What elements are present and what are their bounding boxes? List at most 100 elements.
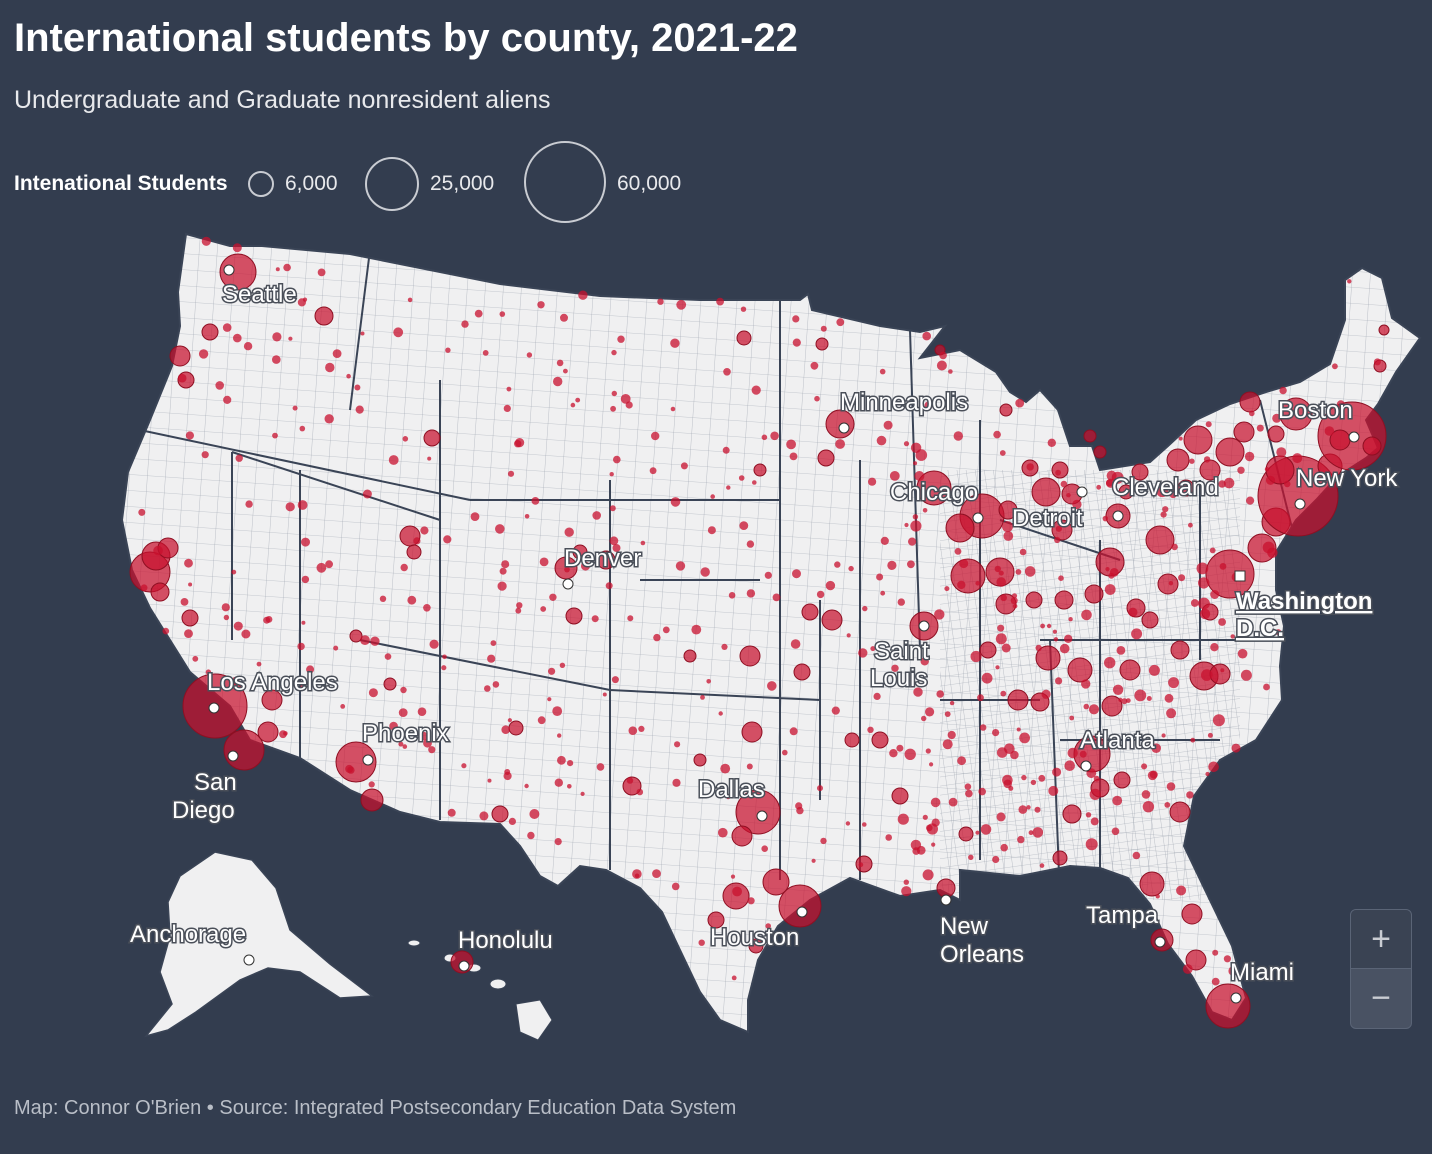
county-bubble[interactable] (1119, 659, 1141, 681)
county-bubble[interactable] (716, 297, 724, 306)
county-bubble[interactable] (1051, 461, 1069, 479)
county-bubble[interactable] (524, 783, 529, 789)
county-bubble[interactable] (613, 455, 621, 464)
county-bubble[interactable] (1069, 715, 1075, 721)
county-bubble[interactable] (998, 570, 1004, 576)
county-bubble[interactable] (1189, 458, 1195, 464)
county-bubble[interactable] (817, 785, 823, 792)
county-bubble[interactable] (1347, 279, 1352, 284)
county-bubble[interactable] (1018, 805, 1028, 814)
county-bubble[interactable] (1054, 590, 1074, 610)
county-bubble[interactable] (793, 663, 811, 681)
county-bubble[interactable] (998, 500, 1018, 520)
county-bubble[interactable] (1079, 750, 1087, 758)
county-bubble[interactable] (1121, 698, 1128, 705)
county-bubble[interactable] (233, 333, 242, 343)
county-bubble[interactable] (907, 560, 915, 569)
county-bubble[interactable] (393, 327, 404, 338)
county-bubble[interactable] (1054, 536, 1061, 544)
county-bubble[interactable] (427, 456, 432, 461)
county-bubble[interactable] (915, 449, 928, 461)
county-bubble[interactable] (503, 771, 512, 781)
county-bubble[interactable] (557, 755, 566, 765)
county-bubble[interactable] (223, 729, 265, 771)
county-bubble[interactable] (936, 878, 956, 898)
county-bubble[interactable] (1166, 448, 1190, 472)
county-bubble[interactable] (675, 561, 686, 571)
county-bubble[interactable] (1157, 573, 1179, 595)
county-bubble[interactable] (814, 395, 820, 402)
county-bubble[interactable] (516, 602, 523, 609)
county-bubble[interactable] (508, 720, 524, 736)
county-bubble[interactable] (1209, 547, 1216, 554)
county-bubble[interactable] (150, 582, 170, 602)
county-bubble[interactable] (1081, 679, 1091, 689)
county-bubble[interactable] (1168, 677, 1180, 689)
county-bubble[interactable] (676, 299, 687, 310)
county-bubble[interactable] (720, 763, 731, 774)
county-bubble[interactable] (1064, 760, 1075, 771)
county-bubble[interactable] (407, 595, 417, 605)
county-bubble[interactable] (710, 494, 715, 499)
county-bubble[interactable] (231, 676, 240, 685)
county-bubble[interactable] (922, 869, 934, 881)
county-bubble[interactable] (487, 778, 492, 783)
county-bubble[interactable] (1105, 567, 1110, 572)
county-bubble[interactable] (1139, 871, 1165, 897)
county-bubble[interactable] (1240, 669, 1252, 681)
county-bubble[interactable] (501, 560, 510, 569)
county-bubble[interactable] (1066, 493, 1071, 498)
county-bubble[interactable] (272, 432, 278, 439)
county-bubble[interactable] (844, 732, 860, 748)
county-bubble[interactable] (1332, 363, 1338, 370)
county-bubble[interactable] (964, 783, 972, 790)
county-bubble[interactable] (609, 536, 619, 546)
county-bubble[interactable] (398, 708, 408, 717)
county-bubble[interactable] (1164, 693, 1174, 703)
county-bubble[interactable] (1203, 456, 1211, 463)
county-bubble[interactable] (995, 633, 1007, 645)
county-bubble[interactable] (1188, 522, 1193, 528)
county-bubble[interactable] (891, 664, 899, 672)
county-bubble[interactable] (1034, 806, 1041, 813)
county-bubble[interactable] (741, 721, 763, 743)
county-bubble[interactable] (333, 645, 339, 651)
county-bubble[interactable] (728, 592, 736, 599)
county-bubble[interactable] (1047, 438, 1057, 447)
county-bubble[interactable] (1055, 469, 1061, 476)
county-bubble[interactable] (219, 253, 257, 291)
county-bubble[interactable] (1083, 703, 1090, 710)
county-bubble[interactable] (992, 729, 1000, 737)
county-bubble[interactable] (996, 812, 1006, 822)
county-bubble[interactable] (1239, 391, 1261, 413)
county-bubble[interactable] (762, 868, 790, 896)
county-bubble[interactable] (1038, 774, 1046, 782)
county-bubble[interactable] (1025, 591, 1043, 609)
county-bubble[interactable] (1190, 599, 1199, 607)
county-bubble[interactable] (515, 607, 522, 614)
county-bubble[interactable] (578, 290, 588, 300)
county-bubble[interactable] (354, 384, 361, 391)
county-bubble[interactable] (627, 615, 634, 622)
county-bubble[interactable] (954, 548, 962, 555)
county-bubble[interactable] (1373, 358, 1381, 366)
county-bubble[interactable] (526, 352, 533, 358)
county-bubble[interactable] (314, 306, 334, 326)
county-bubble[interactable] (198, 349, 209, 359)
county-bubble[interactable] (572, 544, 588, 560)
county-bubble[interactable] (931, 842, 936, 847)
county-bubble[interactable] (1146, 696, 1152, 701)
county-bubble[interactable] (554, 778, 563, 787)
county-bubble[interactable] (999, 450, 1006, 456)
county-bubble[interactable] (730, 874, 736, 879)
county-bubble[interactable] (638, 725, 645, 733)
county-bubble[interactable] (223, 614, 230, 621)
county-bubble[interactable] (325, 362, 335, 373)
county-bubble[interactable] (492, 681, 500, 688)
county-bubble[interactable] (539, 557, 549, 567)
county-bubble[interactable] (556, 359, 564, 367)
county-bubble[interactable] (1142, 801, 1155, 813)
county-bubble[interactable] (975, 830, 980, 835)
county-bubble[interactable] (418, 731, 428, 741)
county-bubble[interactable] (736, 330, 752, 346)
